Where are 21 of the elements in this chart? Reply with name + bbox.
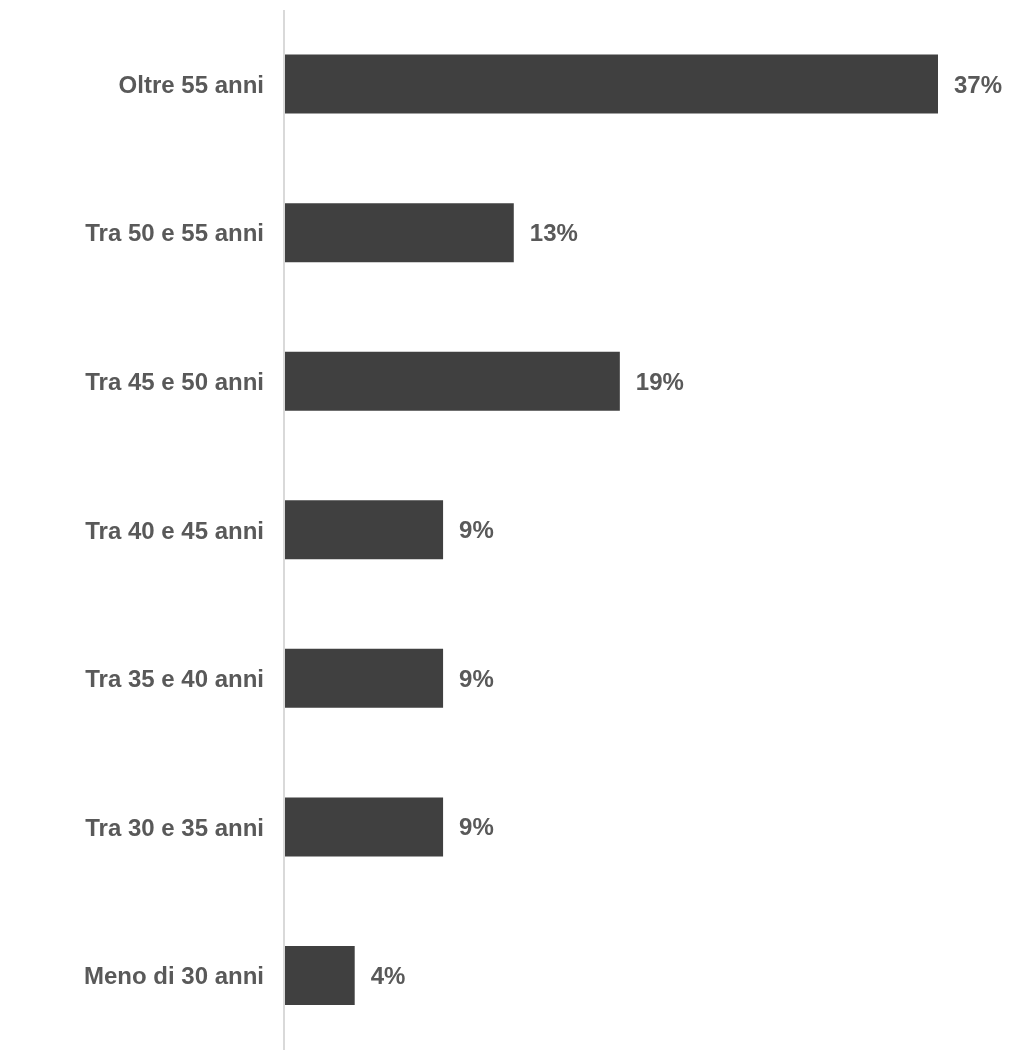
data-label: 13% bbox=[529, 219, 578, 247]
bar bbox=[284, 351, 620, 411]
y-tick-label: Tra 35 e 40 anni bbox=[85, 665, 264, 693]
data-label: 4% bbox=[370, 962, 406, 989]
y-tick-label: Tra 50 e 55 anni bbox=[85, 219, 264, 247]
data-label: 9% bbox=[459, 516, 494, 544]
y-tick-label: Oltre 55 anni bbox=[118, 70, 264, 98]
bar bbox=[284, 946, 355, 1005]
data-label: 37% bbox=[954, 70, 1003, 98]
y-tick-label: Tra 40 e 45 anni bbox=[85, 516, 264, 544]
y-tick-label: Tra 45 e 50 anni bbox=[85, 367, 264, 395]
data-label: 9% bbox=[459, 664, 494, 692]
data-label: 9% bbox=[459, 813, 494, 841]
bar bbox=[284, 797, 444, 857]
y-tick-label: Tra 30 e 35 anni bbox=[85, 813, 264, 841]
bar bbox=[284, 54, 938, 114]
data-label: 19% bbox=[635, 367, 684, 395]
bar bbox=[284, 648, 444, 708]
y-tick-label: Meno di 30 anni bbox=[83, 962, 264, 990]
bar bbox=[284, 500, 444, 560]
bar bbox=[284, 203, 514, 263]
